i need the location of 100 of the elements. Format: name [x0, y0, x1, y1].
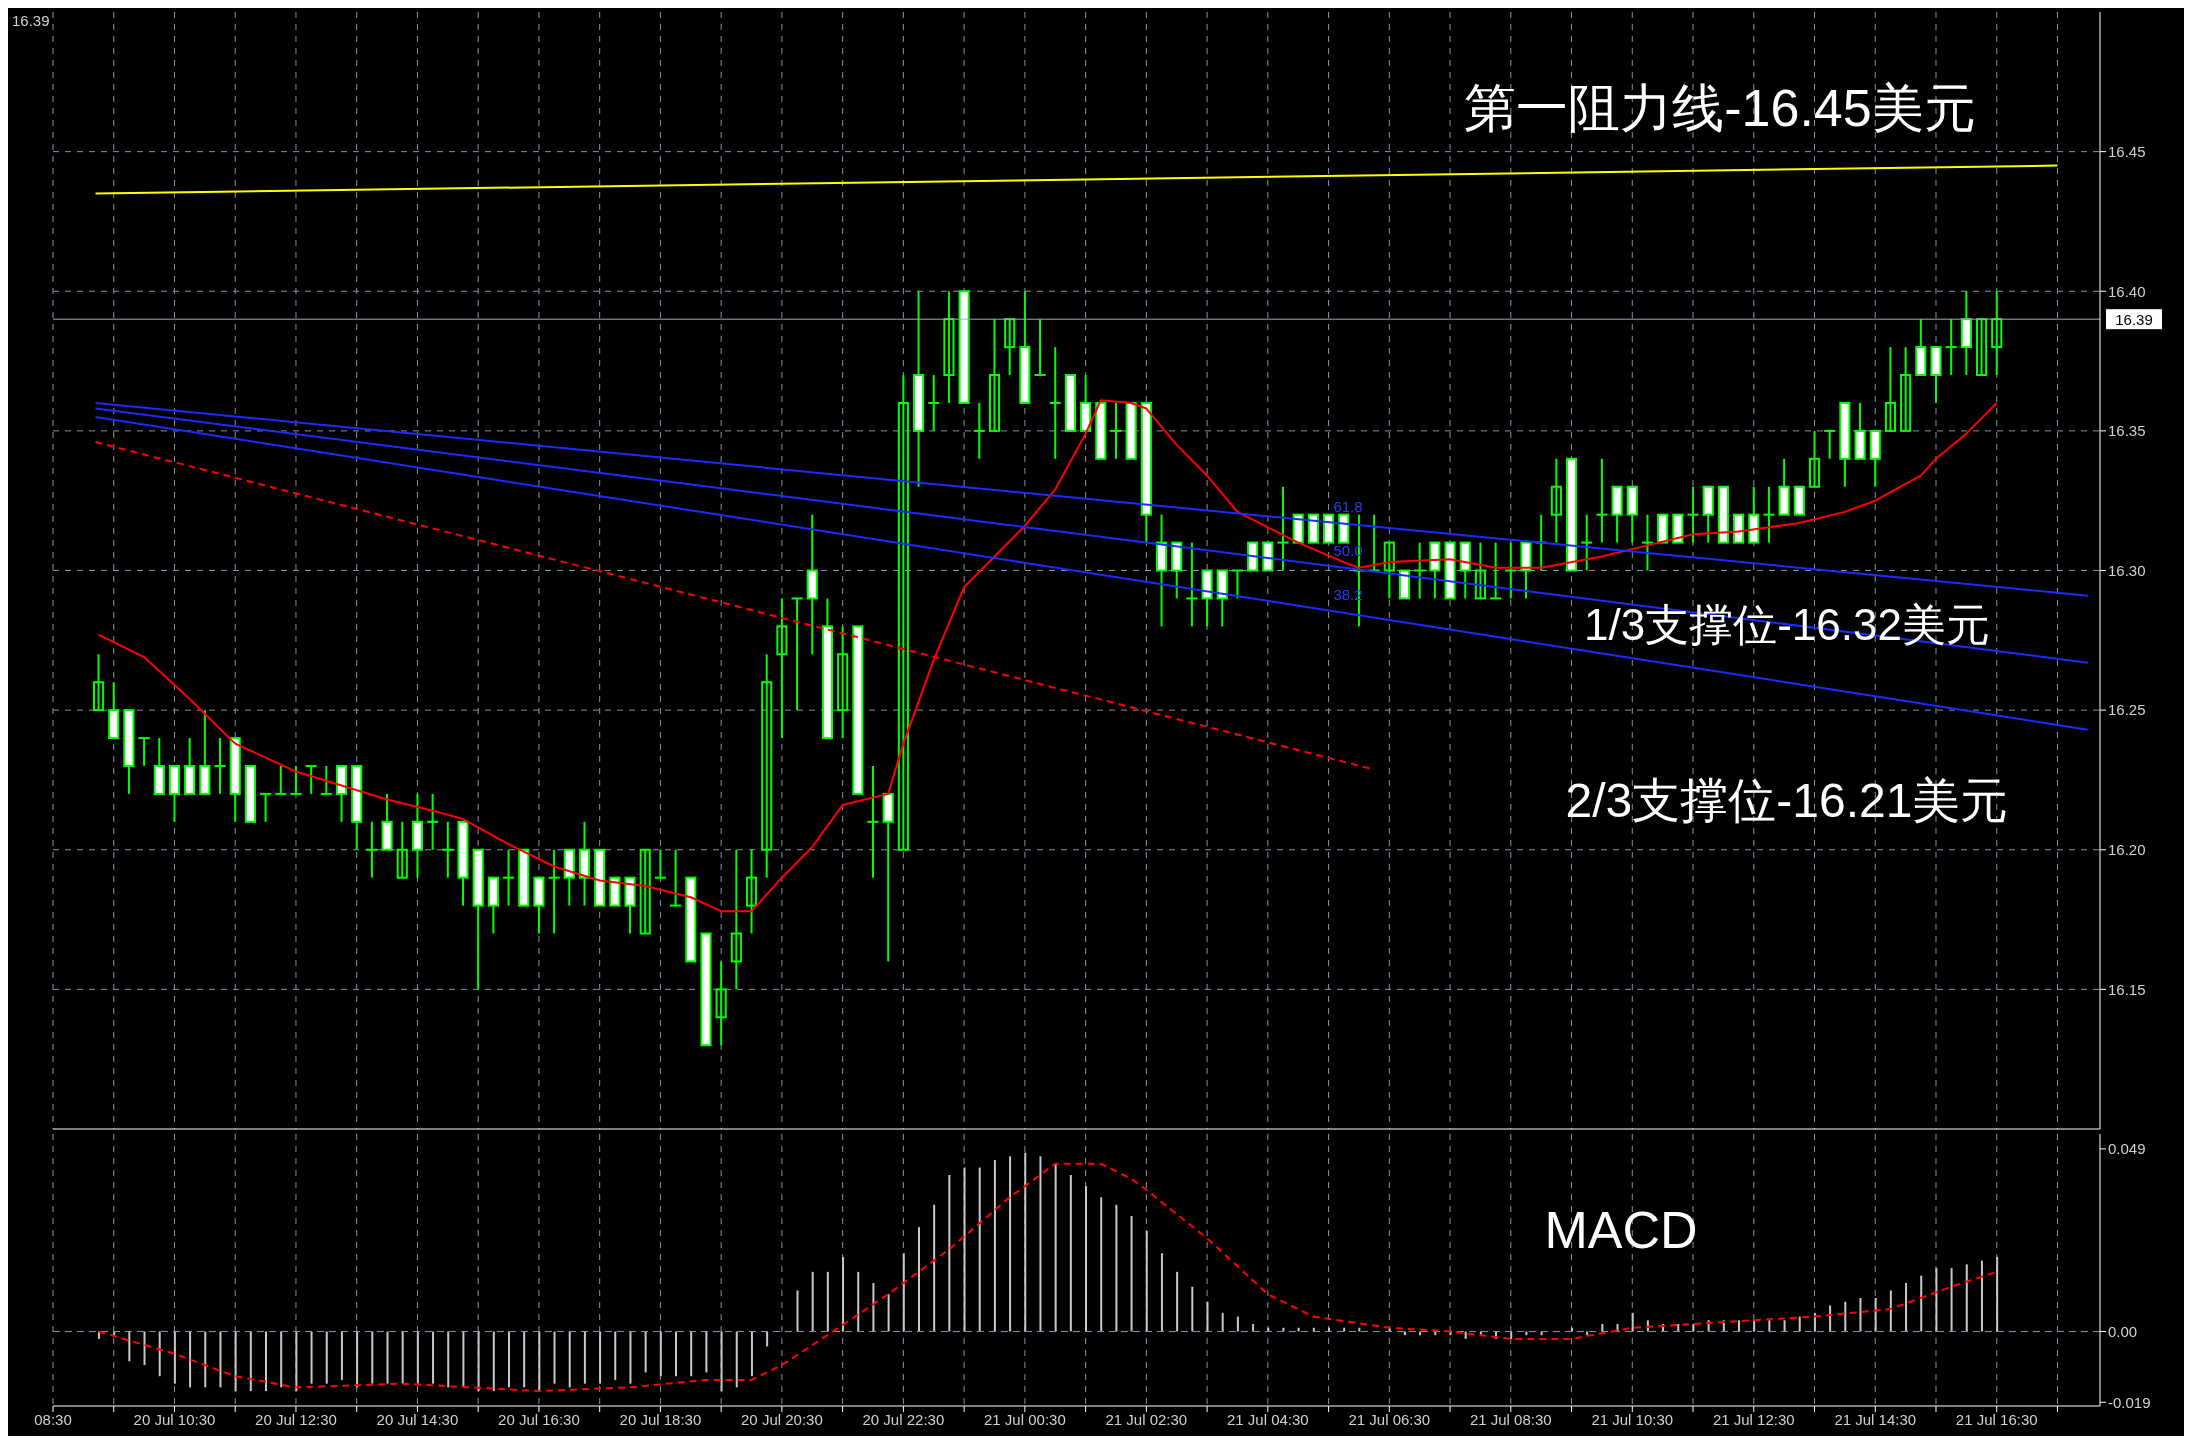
- bar: [1692, 1324, 1695, 1332]
- bar: [1085, 1186, 1088, 1332]
- x-tick-label: 21 Jul 04:30: [1226, 1410, 1309, 1428]
- candlestick: [1277, 485, 1289, 572]
- candlestick: [988, 318, 1001, 432]
- candlestick: [973, 401, 985, 460]
- candlestick: [320, 764, 332, 795]
- bar: [265, 1331, 267, 1392]
- candlestick: [837, 625, 849, 740]
- bar: [933, 1204, 936, 1332]
- bar: [1950, 1268, 1953, 1332]
- y-tick-label: 16.35: [2108, 422, 2146, 440]
- ref-line-label: 16.39: [2115, 310, 2153, 328]
- bar: [948, 1174, 951, 1332]
- bar: [902, 1253, 905, 1332]
- bar: [538, 1331, 541, 1392]
- bar: [1935, 1268, 1938, 1332]
- bar: [295, 1331, 298, 1392]
- x-tick-label: 21 Jul 08:30: [1469, 1410, 1552, 1428]
- bar: [978, 1167, 981, 1332]
- bar: [1039, 1156, 1042, 1332]
- y-tick-label: 16.40: [2108, 282, 2146, 300]
- bar: [1965, 1264, 1968, 1332]
- bar: [796, 1290, 799, 1332]
- bar: [1768, 1320, 1771, 1332]
- bar: [1221, 1312, 1224, 1332]
- bar: [204, 1331, 207, 1388]
- bar: [1889, 1290, 1892, 1332]
- annotation: 61.8: [1333, 497, 1363, 515]
- candlestick: [1474, 541, 1486, 600]
- bar: [173, 1331, 176, 1384]
- bar: [1115, 1204, 1118, 1332]
- bar: [1844, 1301, 1847, 1332]
- bar: [523, 1331, 526, 1388]
- bar: [1054, 1163, 1057, 1332]
- x-tick-label: 20 Jul 18:30: [619, 1410, 702, 1428]
- bar: [492, 1331, 495, 1392]
- bar: [659, 1331, 662, 1377]
- bar: [993, 1160, 996, 1332]
- candlestick: [442, 820, 454, 879]
- candlestick: [1049, 346, 1061, 460]
- bar: [614, 1331, 617, 1380]
- bar: [371, 1331, 374, 1384]
- bar: [249, 1331, 252, 1392]
- x-tick-label: 21 Jul 14:30: [1834, 1410, 1917, 1428]
- bar: [750, 1331, 753, 1377]
- bar: [583, 1331, 586, 1384]
- x-tick-label: 21 Jul 12:30: [1712, 1410, 1795, 1428]
- bar: [447, 1331, 450, 1388]
- bar: [310, 1331, 313, 1384]
- bar: [386, 1331, 389, 1384]
- y-tick-label: 16.20: [2108, 841, 2146, 859]
- candlestick: [1004, 318, 1016, 377]
- bar: [356, 1331, 359, 1388]
- bar: [1586, 1331, 1589, 1336]
- x-tick-label: 21 Jul 10:30: [1591, 1410, 1674, 1428]
- bar: [143, 1331, 146, 1366]
- bar: [462, 1331, 465, 1388]
- candlestick: [1596, 457, 1608, 544]
- bar: [872, 1283, 875, 1332]
- bar: [1191, 1286, 1194, 1332]
- bar: [917, 1227, 920, 1332]
- bar: [842, 1256, 845, 1332]
- bar: [675, 1331, 678, 1377]
- candlestick: [93, 653, 105, 712]
- bar: [735, 1331, 738, 1388]
- bar: [629, 1331, 632, 1384]
- candlestick: [1641, 513, 1654, 572]
- bar: [1980, 1260, 1983, 1332]
- candlestick: [1505, 541, 1517, 600]
- y-tick-label: 16.45: [2108, 142, 2146, 160]
- candlestick: [670, 848, 682, 907]
- bar: [1024, 1152, 1027, 1332]
- candlestick: [290, 764, 302, 795]
- candlestick: [776, 597, 788, 740]
- bar: [1206, 1301, 1209, 1332]
- candlestick: [1186, 541, 1198, 628]
- candlestick: [427, 792, 439, 851]
- bar: [690, 1331, 693, 1377]
- candlestick: [366, 820, 378, 879]
- bar: [1236, 1316, 1239, 1332]
- bar: [340, 1331, 343, 1380]
- x-tick-label: 20 Jul 16:30: [498, 1410, 580, 1428]
- bar: [401, 1331, 404, 1384]
- x-tick-label: 08:30: [34, 1410, 72, 1428]
- candlestick: [1687, 485, 1699, 544]
- bar: [507, 1331, 510, 1388]
- bar: [1798, 1316, 1801, 1332]
- x-tick-label: 20 Jul 10:30: [133, 1410, 216, 1428]
- candlestick: [1808, 429, 1821, 488]
- candlestick: [654, 848, 666, 879]
- bar: [568, 1331, 571, 1388]
- bar: [1419, 1331, 1422, 1336]
- candlestick: [761, 653, 773, 879]
- text: 16.39: [12, 11, 50, 29]
- bar: [1403, 1331, 1406, 1336]
- y-tick-label: -0.019: [2108, 1393, 2151, 1411]
- bar: [1009, 1156, 1012, 1332]
- y-tick-label: 16.15: [2108, 980, 2146, 998]
- candlestick: [730, 848, 742, 991]
